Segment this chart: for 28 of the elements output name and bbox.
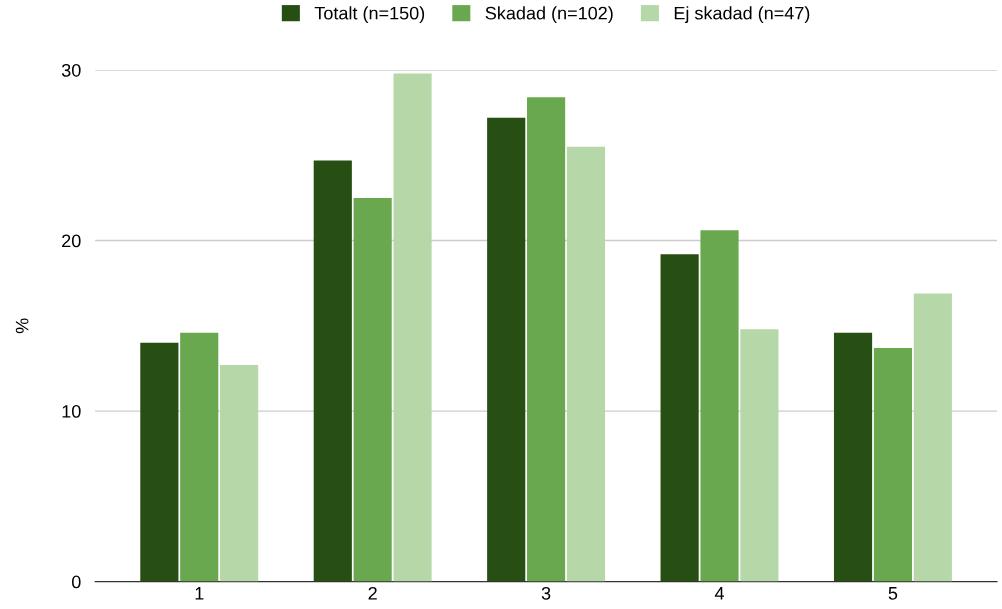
y-axis-title: % bbox=[15, 318, 29, 334]
bar bbox=[566, 146, 606, 582]
bar bbox=[913, 293, 952, 582]
x-tick-label: 3 bbox=[541, 586, 551, 600]
bar bbox=[700, 230, 739, 582]
bar bbox=[487, 117, 526, 582]
x-tick-label: 5 bbox=[888, 587, 898, 600]
bar bbox=[140, 342, 179, 582]
bar bbox=[180, 332, 219, 582]
legend-label: Skadad (n=102) bbox=[485, 6, 613, 24]
bar bbox=[393, 73, 432, 582]
y-tick-label: 20 bbox=[62, 234, 81, 248]
bar bbox=[660, 254, 699, 582]
bar bbox=[833, 332, 873, 582]
y-tick-label: 0 bbox=[71, 575, 81, 589]
legend-label: Ej skadad (n=47) bbox=[674, 6, 810, 24]
bar bbox=[740, 329, 779, 582]
x-tick-label: 4 bbox=[714, 587, 725, 600]
y-tick-label: 30 bbox=[61, 63, 81, 77]
bar bbox=[220, 365, 259, 582]
x-tick-label: 2 bbox=[368, 586, 377, 600]
y-tick-label: 10 bbox=[62, 405, 81, 418]
bar bbox=[527, 97, 566, 582]
x-tick-label: 1 bbox=[195, 587, 204, 600]
legend-label: Totalt (n=150) bbox=[314, 6, 425, 24]
bar bbox=[313, 160, 352, 582]
bar bbox=[873, 347, 913, 582]
bar bbox=[353, 197, 392, 582]
